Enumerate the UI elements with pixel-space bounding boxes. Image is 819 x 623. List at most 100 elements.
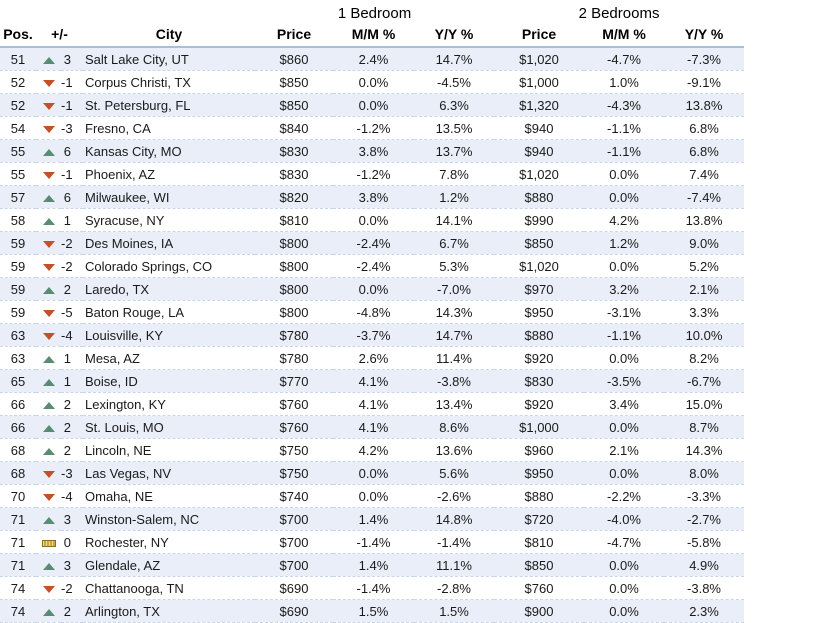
br2-price-value: $760 bbox=[494, 576, 585, 600]
col-header-br2-price: Price bbox=[494, 26, 585, 48]
trend-cell bbox=[36, 438, 61, 462]
trend-cell bbox=[36, 277, 61, 301]
br1-yy-value: 14.7% bbox=[414, 47, 495, 71]
br2-yy-value: 8.7% bbox=[664, 415, 745, 439]
br1-yy-value: 11.4% bbox=[414, 346, 495, 370]
city-name: Colorado Springs, CO bbox=[83, 254, 255, 278]
rank-change-value: -2 bbox=[61, 576, 83, 600]
city-name: Glendale, AZ bbox=[83, 553, 255, 577]
group-header-spacer bbox=[0, 0, 255, 26]
trend-cell bbox=[36, 116, 61, 140]
column-header-row: Pos. +/- City Price M/M % Y/Y % Price M/… bbox=[0, 26, 745, 48]
br1-yy-value: 8.6% bbox=[414, 415, 495, 439]
group-header-1-bedroom: 1 Bedroom bbox=[337, 5, 412, 22]
trend-cell bbox=[36, 139, 61, 163]
position-value: 52 bbox=[0, 93, 36, 117]
br1-mm-value: 0.0% bbox=[333, 70, 414, 94]
city-name: St. Louis, MO bbox=[83, 415, 255, 439]
br2-price-value: $940 bbox=[494, 116, 585, 140]
position-value: 66 bbox=[0, 392, 36, 416]
br2-yy-value: 3.3% bbox=[664, 300, 745, 324]
table-row: 71 3 Glendale, AZ $700 1.4% 11.1% $850 0.0% 4.9% bbox=[0, 553, 745, 577]
table-row: 74 2 Arlington, TX $690 1.5% 1.5% $900 0.0% 2.3% bbox=[0, 599, 745, 623]
rank-change-value: 0 bbox=[61, 530, 83, 554]
br2-mm-value: -4.7% bbox=[584, 530, 665, 554]
br1-price-value: $840 bbox=[255, 116, 333, 140]
position-value: 66 bbox=[0, 415, 36, 439]
position-value: 68 bbox=[0, 438, 36, 462]
position-value: 70 bbox=[0, 484, 36, 508]
br2-price-value: $810 bbox=[494, 530, 585, 554]
rank-change-value: -5 bbox=[61, 300, 83, 324]
br2-price-value: $940 bbox=[494, 139, 585, 163]
br1-mm-value: 2.6% bbox=[333, 346, 414, 370]
br2-mm-value: 0.0% bbox=[584, 576, 665, 600]
trend-cell bbox=[36, 70, 61, 94]
trend-cell bbox=[36, 300, 61, 324]
city-name: Kansas City, MO bbox=[83, 139, 255, 163]
rank-change-value: -2 bbox=[61, 231, 83, 255]
br1-mm-value: -1.2% bbox=[333, 162, 414, 186]
table-body: 51 3 Salt Lake City, UT $860 2.4% 14.7% $1,020… bbox=[0, 47, 745, 623]
trend-cell bbox=[36, 461, 61, 485]
br1-price-value: $770 bbox=[255, 369, 333, 393]
rank-change-value: 2 bbox=[61, 277, 83, 301]
br2-yy-value: -2.7% bbox=[664, 507, 745, 531]
table-row: 51 3 Salt Lake City, UT $860 2.4% 14.7% $1,020… bbox=[0, 47, 745, 71]
position-value: 58 bbox=[0, 208, 36, 232]
trend-down-icon bbox=[42, 240, 55, 248]
col-header-city: City bbox=[83, 26, 255, 48]
trend-up-icon bbox=[42, 447, 55, 455]
br2-mm-value: 0.0% bbox=[584, 599, 665, 623]
rank-change-value: -1 bbox=[61, 93, 83, 117]
position-value: 57 bbox=[0, 185, 36, 209]
br2-mm-value: 0.0% bbox=[584, 346, 665, 370]
br2-price-value: $880 bbox=[494, 484, 585, 508]
br2-price-value: $960 bbox=[494, 438, 585, 462]
trend-down-icon bbox=[42, 332, 55, 340]
trend-cell bbox=[36, 507, 61, 531]
br2-price-value: $1,000 bbox=[494, 415, 585, 439]
br2-yy-value: -5.8% bbox=[664, 530, 745, 554]
br1-mm-value: 0.0% bbox=[333, 208, 414, 232]
city-name: Arlington, TX bbox=[83, 599, 255, 623]
trend-cell bbox=[36, 553, 61, 577]
br1-yy-value: 1.2% bbox=[414, 185, 495, 209]
trend-cell bbox=[36, 162, 61, 186]
trend-cell bbox=[36, 530, 61, 554]
trend-cell bbox=[36, 392, 61, 416]
rank-change-value: 1 bbox=[61, 208, 83, 232]
br2-mm-value: -4.7% bbox=[584, 47, 665, 71]
br1-yy-value: 13.4% bbox=[414, 392, 495, 416]
trend-up-icon bbox=[42, 562, 55, 570]
table-row: 55 6 Kansas City, MO $830 3.8% 13.7% $940 -1.1%… bbox=[0, 139, 745, 163]
city-name: Milwaukee, WI bbox=[83, 185, 255, 209]
trend-cell bbox=[36, 576, 61, 600]
table-row: 65 1 Boise, ID $770 4.1% -3.8% $830 -3.5% -6.7% bbox=[0, 369, 745, 393]
br2-yy-value: -7.4% bbox=[664, 185, 745, 209]
rent-price-table: 1 Bedroom 2 Bedrooms Pos. +/- City Price… bbox=[0, 0, 745, 623]
br1-price-value: $800 bbox=[255, 277, 333, 301]
br1-yy-value: 14.1% bbox=[414, 208, 495, 232]
city-name: Louisville, KY bbox=[83, 323, 255, 347]
br1-price-value: $700 bbox=[255, 507, 333, 531]
rank-change-value: 2 bbox=[61, 392, 83, 416]
br1-yy-value: 13.7% bbox=[414, 139, 495, 163]
col-header-change: +/- bbox=[36, 26, 83, 48]
br2-price-value: $880 bbox=[494, 323, 585, 347]
trend-cell bbox=[36, 93, 61, 117]
trend-cell bbox=[36, 346, 61, 370]
col-header-br1-mm: M/M % bbox=[333, 26, 414, 48]
trend-up-icon bbox=[42, 56, 55, 64]
city-name: Fresno, CA bbox=[83, 116, 255, 140]
br1-yy-value: 14.3% bbox=[414, 300, 495, 324]
table-row: 59 -2 Colorado Springs, CO $800 -2.4% 5.3% $1,… bbox=[0, 254, 745, 278]
city-name: Boise, ID bbox=[83, 369, 255, 393]
br2-price-value: $900 bbox=[494, 599, 585, 623]
br1-price-value: $700 bbox=[255, 530, 333, 554]
br1-price-value: $850 bbox=[255, 70, 333, 94]
trend-down-icon bbox=[42, 171, 55, 179]
table-row: 55 -1 Phoenix, AZ $830 -1.2% 7.8% $1,020 0.0% 7.… bbox=[0, 162, 745, 186]
position-value: 59 bbox=[0, 300, 36, 324]
br1-yy-value: -7.0% bbox=[414, 277, 495, 301]
